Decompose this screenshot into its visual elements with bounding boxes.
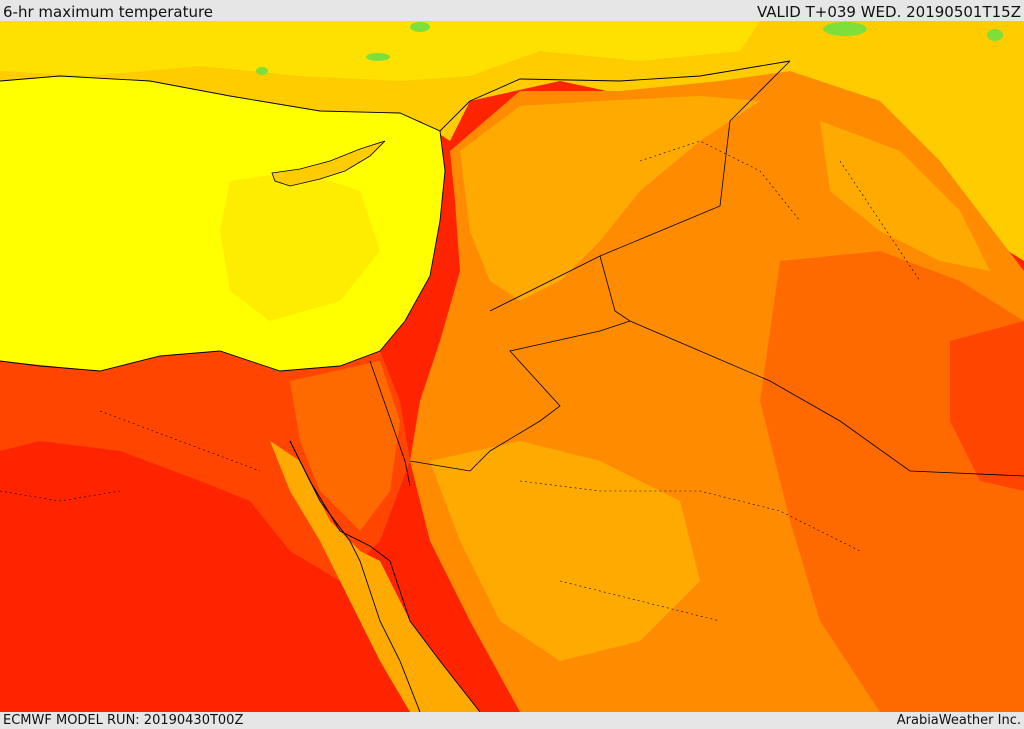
credit-text: ArabiaWeather Inc. [896, 713, 1021, 728]
north-yellow-zone [0, 21, 760, 81]
iraq-gold-zone [820, 121, 990, 271]
med-inner-shade [220, 171, 380, 321]
model-run: ECMWF MODEL RUN: 20190430T00Z [3, 713, 244, 728]
green-patch-5 [256, 67, 268, 75]
temperature-map[interactable] [0, 21, 1024, 712]
map-footer: ECMWF MODEL RUN: 20190430T00Z ArabiaWeat… [0, 712, 1024, 729]
map-header: 6-hr maximum temperature VALID T+039 WED… [0, 0, 1024, 21]
syrian-gold-zone [460, 96, 760, 301]
green-patch-3 [987, 29, 1003, 41]
valid-time: VALID T+039 WED. 20190501T15Z [756, 3, 1021, 21]
internal-boundaries [0, 140, 921, 622]
cyprus-island [271, 140, 386, 187]
red-sea [270, 441, 480, 712]
green-patch-2 [823, 22, 867, 36]
east-red-zone [950, 321, 1024, 491]
coastlines [0, 60, 791, 712]
green-patch-1 [410, 22, 430, 32]
political-borders [369, 60, 1024, 487]
sinai-dark-orange [290, 361, 400, 531]
map-title: 6-hr maximum temperature [3, 3, 214, 21]
saudi-amber-zone [430, 441, 700, 661]
green-patch-4 [366, 53, 390, 61]
